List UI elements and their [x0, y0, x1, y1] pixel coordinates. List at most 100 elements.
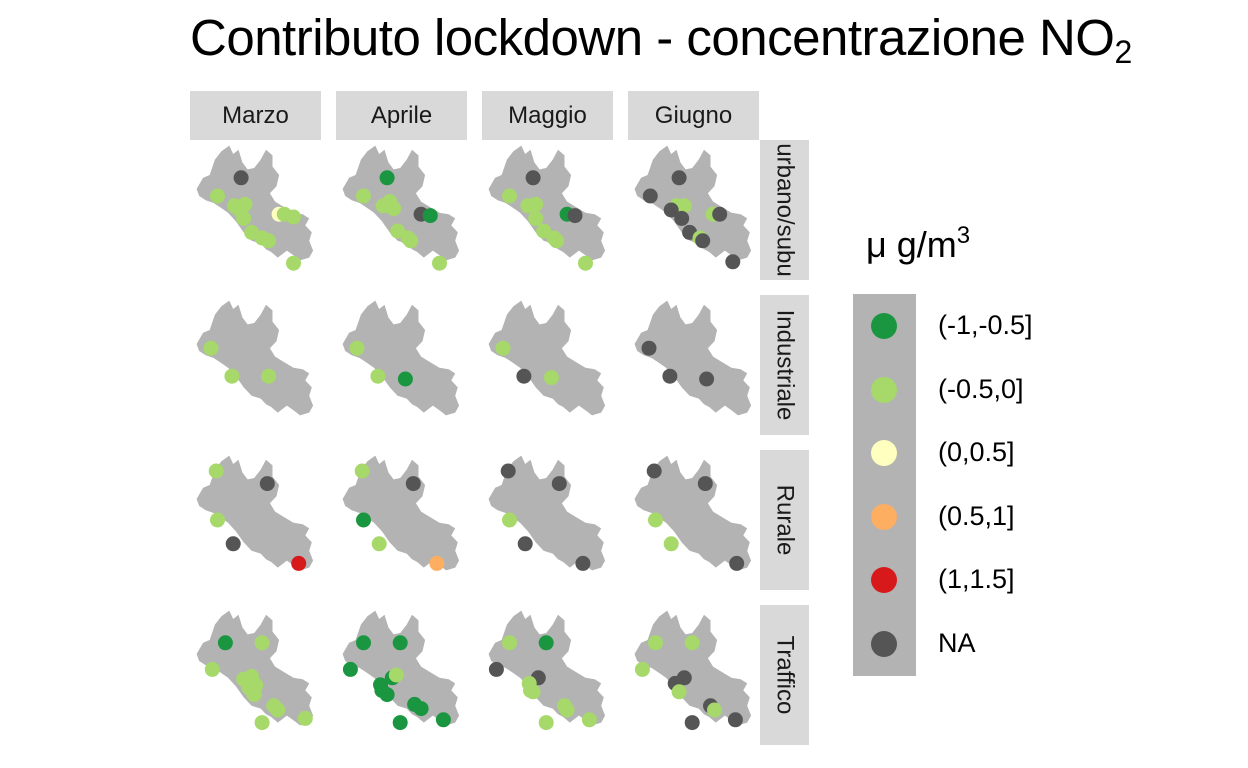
station-point-3-0-10 — [270, 702, 286, 718]
station-point-1-3-2 — [699, 371, 715, 387]
region-map-1-1 — [342, 300, 460, 416]
station-point-0-2-9 — [567, 208, 583, 224]
chart-title-subscript: 2 — [1114, 34, 1132, 70]
station-point-2-2-3 — [517, 536, 533, 552]
station-point-1-1-0 — [349, 340, 365, 356]
station-point-2-3-2 — [648, 512, 663, 528]
legend-title-text: μ g/m — [866, 224, 957, 265]
station-point-2-3-1 — [697, 476, 713, 492]
station-point-3-2-0 — [502, 635, 517, 651]
station-point-2-0-0 — [208, 463, 224, 479]
facet-strip-row-3: Traffico — [760, 605, 809, 745]
facet-strip-row-0: urbano/subu — [760, 140, 809, 280]
station-point-3-1-11 — [435, 712, 451, 728]
station-point-1-2-0 — [495, 340, 511, 356]
station-point-0-3-5 — [674, 210, 690, 226]
station-point-3-1-10 — [392, 715, 408, 731]
legend-label-4: (1,1.5] — [938, 564, 1015, 594]
station-point-0-0-11 — [286, 209, 301, 225]
station-point-0-1-10 — [432, 255, 447, 271]
legend-key-2 — [871, 440, 897, 466]
station-point-0-2-7 — [549, 233, 565, 249]
legend-label-3: (0.5,1] — [938, 500, 1015, 531]
station-point-3-3-9 — [727, 712, 743, 728]
station-point-0-2-3 — [528, 196, 544, 212]
station-point-2-0-4 — [291, 555, 307, 571]
legend-key-0 — [871, 313, 897, 339]
station-point-3-3-8 — [684, 715, 700, 731]
station-point-2-1-3 — [371, 536, 387, 552]
station-point-0-0-4 — [237, 196, 253, 212]
region-map-3-2 — [488, 610, 606, 726]
station-point-0-3-10 — [712, 206, 728, 222]
legend-title-superscript: 3 — [956, 222, 971, 249]
legend-label-0: (-1,-0.5] — [938, 310, 1033, 340]
station-point-2-0-1 — [259, 476, 275, 492]
station-point-0-1-1 — [379, 170, 395, 186]
station-point-1-0-1 — [224, 368, 240, 384]
station-point-3-0-8 — [246, 687, 262, 703]
station-point-1-3-1 — [662, 368, 678, 384]
legend-key-3 — [871, 503, 897, 530]
facet-strip-row-2: Rurale — [760, 450, 809, 590]
station-point-3-1-1 — [392, 635, 408, 651]
station-point-2-1-1 — [405, 476, 421, 492]
station-point-2-2-2 — [502, 512, 517, 528]
station-point-3-2-1 — [538, 635, 554, 651]
region-map-1-3 — [634, 300, 752, 416]
station-point-2-0-2 — [210, 512, 225, 528]
chart-title-text: Contributo lockdown - concentrazione NO — [190, 9, 1115, 66]
station-point-0-0-5 — [236, 210, 252, 226]
station-point-3-0-0 — [217, 635, 233, 651]
station-point-1-0-0 — [203, 340, 219, 356]
facet-strip-row-1: Industriale — [760, 295, 809, 435]
region-map-0-0 — [196, 145, 314, 261]
station-point-0-0-8 — [261, 233, 277, 249]
station-point-2-3-0 — [646, 463, 662, 479]
region-map-3-3 — [634, 610, 752, 726]
legend-key-1 — [871, 376, 897, 403]
region-map-2-3 — [634, 455, 752, 571]
station-point-0-2-1 — [525, 170, 541, 186]
region-map-2-2 — [488, 455, 606, 571]
station-point-3-1-4 — [388, 667, 404, 683]
station-point-2-3-4 — [729, 555, 745, 571]
station-point-3-0-12 — [297, 710, 313, 726]
station-point-3-0-1 — [254, 635, 270, 651]
region-map-0-3 — [634, 145, 752, 261]
station-point-3-2-10 — [581, 712, 597, 728]
station-point-0-0-1 — [233, 170, 249, 186]
facet-strip-col-1: Aprile — [336, 91, 467, 140]
legend-label-2: (0,0.5] — [938, 437, 1015, 467]
station-point-0-2-10 — [578, 255, 593, 271]
station-point-1-2-1 — [516, 368, 532, 384]
station-point-2-3-3 — [663, 536, 679, 552]
station-point-0-3-4 — [663, 202, 679, 218]
region-map-2-0 — [196, 455, 314, 571]
region-map-2-1 — [342, 455, 460, 571]
station-point-3-1-7 — [379, 687, 395, 703]
facet-strip-col-3: Giugno — [628, 91, 759, 140]
station-point-1-3-0 — [641, 340, 657, 356]
station-point-3-2-6 — [525, 684, 541, 700]
station-point-1-1-2 — [397, 371, 413, 387]
legend-label-1: (-0.5,0] — [938, 373, 1024, 404]
legend-title: μ g/m3 — [866, 222, 970, 266]
station-point-1-1-1 — [370, 368, 386, 384]
station-point-2-1-2 — [356, 512, 371, 528]
station-point-0-2-4 — [528, 210, 544, 226]
station-point-0-0-12 — [286, 255, 301, 271]
station-point-0-1-0 — [356, 188, 371, 204]
legend-label-5: NA — [938, 627, 976, 658]
chart-title: Contributo lockdown - concentrazione NO2 — [190, 8, 1132, 71]
station-point-3-3-2 — [634, 661, 650, 677]
region-map-0-2 — [488, 145, 606, 261]
station-point-3-1-0 — [356, 635, 371, 651]
station-point-0-0-0 — [210, 188, 225, 204]
station-point-3-2-2 — [488, 661, 504, 677]
station-point-3-1-2 — [342, 661, 358, 677]
region-map-3-1 — [342, 610, 460, 726]
facet-strip-col-0: Marzo — [190, 91, 321, 140]
station-point-0-3-0 — [642, 188, 658, 204]
